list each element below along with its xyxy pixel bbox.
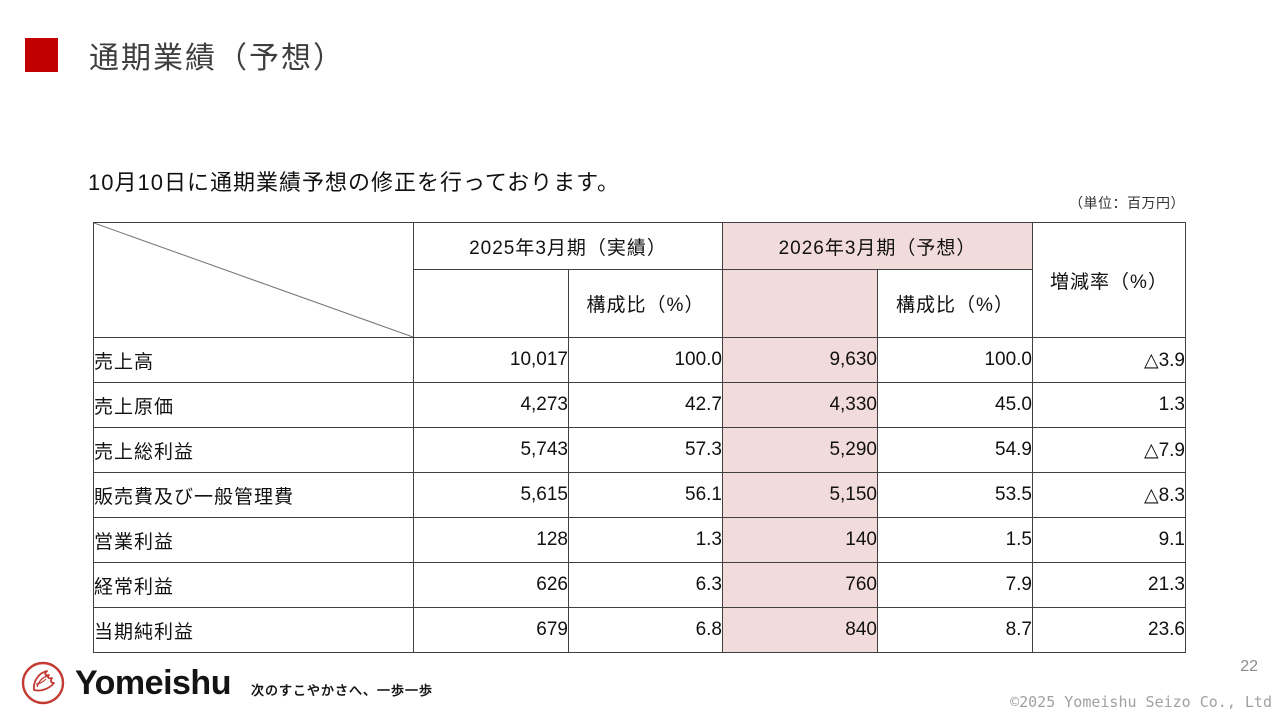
fy2025-value: 626 xyxy=(413,562,569,608)
column-header-change-rate: 増減率（%） xyxy=(1032,222,1186,338)
column-header-fy2025-composition: 構成比（%） xyxy=(568,269,723,338)
fy2025-pct: 1.3 xyxy=(568,517,723,563)
spacer-fy2026-value xyxy=(722,269,878,338)
fy2025-value: 5,615 xyxy=(413,472,569,518)
fy2025-value: 128 xyxy=(413,517,569,563)
unit-note: （単位：百万円） xyxy=(1069,195,1185,211)
fy2026-pct: 1.5 xyxy=(877,517,1033,563)
corner-cell-diagonal xyxy=(93,222,414,338)
fy2025-pct: 57.3 xyxy=(568,427,723,473)
table-row-operating-profit: 営業利益 128 1.3 140 1.5 9.1 xyxy=(93,517,1186,563)
fy2026-value: 4,330 xyxy=(722,382,878,428)
title-bullet-square xyxy=(25,38,58,72)
fy2025-pct: 56.1 xyxy=(568,472,723,518)
slide-header: 通期業績（予想） xyxy=(25,33,345,77)
fy2026-pct: 53.5 xyxy=(877,472,1033,518)
change-rate: △8.3 xyxy=(1032,472,1186,518)
change-rate: △3.9 xyxy=(1032,337,1186,383)
change-rate: 23.6 xyxy=(1032,607,1186,653)
row-label: 経常利益 xyxy=(93,562,414,608)
results-table: 2025年3月期（実績） 2026年3月期（予想） 増減率（%） 構成比（%） … xyxy=(93,222,1186,653)
fy2025-value: 10,017 xyxy=(413,337,569,383)
column-group-fy2026-forecast: 2026年3月期（予想） xyxy=(722,222,1033,270)
page-title: 通期業績（予想） xyxy=(89,42,345,75)
fy2025-pct: 6.3 xyxy=(568,562,723,608)
table-row-gross-profit: 売上総利益 5,743 57.3 5,290 54.9 △7.9 xyxy=(93,427,1186,473)
table-row-ordinary-profit: 経常利益 626 6.3 760 7.9 21.3 xyxy=(93,562,1186,608)
fy2026-value: 5,290 xyxy=(722,427,878,473)
row-label: 売上原価 xyxy=(93,382,414,428)
change-rate: 1.3 xyxy=(1032,382,1186,428)
change-rate: △7.9 xyxy=(1032,427,1186,473)
brand-tagline: 次のすこやかさへ、一歩一歩 xyxy=(250,682,433,698)
spacer-fy2025-value xyxy=(413,269,569,338)
fy2026-value: 840 xyxy=(722,607,878,653)
yomeishu-crane-logo-icon xyxy=(21,661,65,705)
row-label: 営業利益 xyxy=(93,517,414,563)
footer-brand: Yomeishu 次のすこやかさへ、一歩一歩 xyxy=(20,660,433,706)
fy2025-value: 4,273 xyxy=(413,382,569,428)
change-rate: 9.1 xyxy=(1032,517,1186,563)
fy2025-value: 679 xyxy=(413,607,569,653)
change-rate: 21.3 xyxy=(1032,562,1186,608)
header-row-subheads: 構成比（%） 構成比（%） xyxy=(94,269,1186,338)
table-row-net-sales: 売上高 10,017 100.0 9,630 100.0 △3.9 xyxy=(93,337,1186,383)
table-row-net-profit: 当期純利益 679 6.8 840 8.7 23.6 xyxy=(93,607,1186,653)
column-header-fy2026-composition: 構成比（%） xyxy=(877,269,1033,338)
fy2026-value: 5,150 xyxy=(722,472,878,518)
table-row-cost-of-sales: 売上原価 4,273 42.7 4,330 45.0 1.3 xyxy=(93,382,1186,428)
row-label: 売上高 xyxy=(93,337,414,383)
fy2026-pct: 7.9 xyxy=(877,562,1033,608)
header-row-groups: 2025年3月期（実績） 2026年3月期（予想） 増減率（%） xyxy=(93,222,1186,338)
fy2026-value: 9,630 xyxy=(722,337,878,383)
page-number: 22 xyxy=(1240,658,1258,675)
fy2025-pct: 6.8 xyxy=(568,607,723,653)
fy2026-pct: 54.9 xyxy=(877,427,1033,473)
fy2025-pct: 100.0 xyxy=(568,337,723,383)
fy2026-pct: 45.0 xyxy=(877,382,1033,428)
fy2026-value: 760 xyxy=(722,562,878,608)
row-label: 販売費及び一般管理費 xyxy=(93,472,414,518)
fy2025-pct: 42.7 xyxy=(568,382,723,428)
fy2026-value: 140 xyxy=(722,517,878,563)
row-label: 当期純利益 xyxy=(93,607,414,653)
fy2025-value: 5,743 xyxy=(413,427,569,473)
diagonal-line xyxy=(94,223,413,337)
row-label: 売上総利益 xyxy=(93,427,414,473)
table-row-sga-expenses: 販売費及び一般管理費 5,615 56.1 5,150 53.5 △8.3 xyxy=(93,472,1186,518)
fy2026-pct: 8.7 xyxy=(877,607,1033,653)
copyright-text: ©2025 Yomeishu Seizo Co., Ltd xyxy=(1010,693,1272,711)
fy2026-pct: 100.0 xyxy=(877,337,1033,383)
subtitle-text: 10月10日に通期業績予想の修正を行っております。 xyxy=(88,170,620,195)
yomeishu-wordmark: Yomeishu xyxy=(75,663,231,702)
column-group-fy2025-actual: 2025年3月期（実績） xyxy=(413,222,723,270)
